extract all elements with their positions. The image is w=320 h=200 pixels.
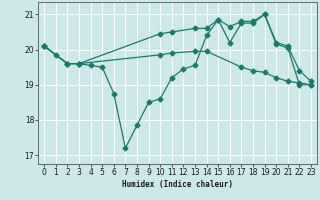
X-axis label: Humidex (Indice chaleur): Humidex (Indice chaleur) — [122, 180, 233, 189]
